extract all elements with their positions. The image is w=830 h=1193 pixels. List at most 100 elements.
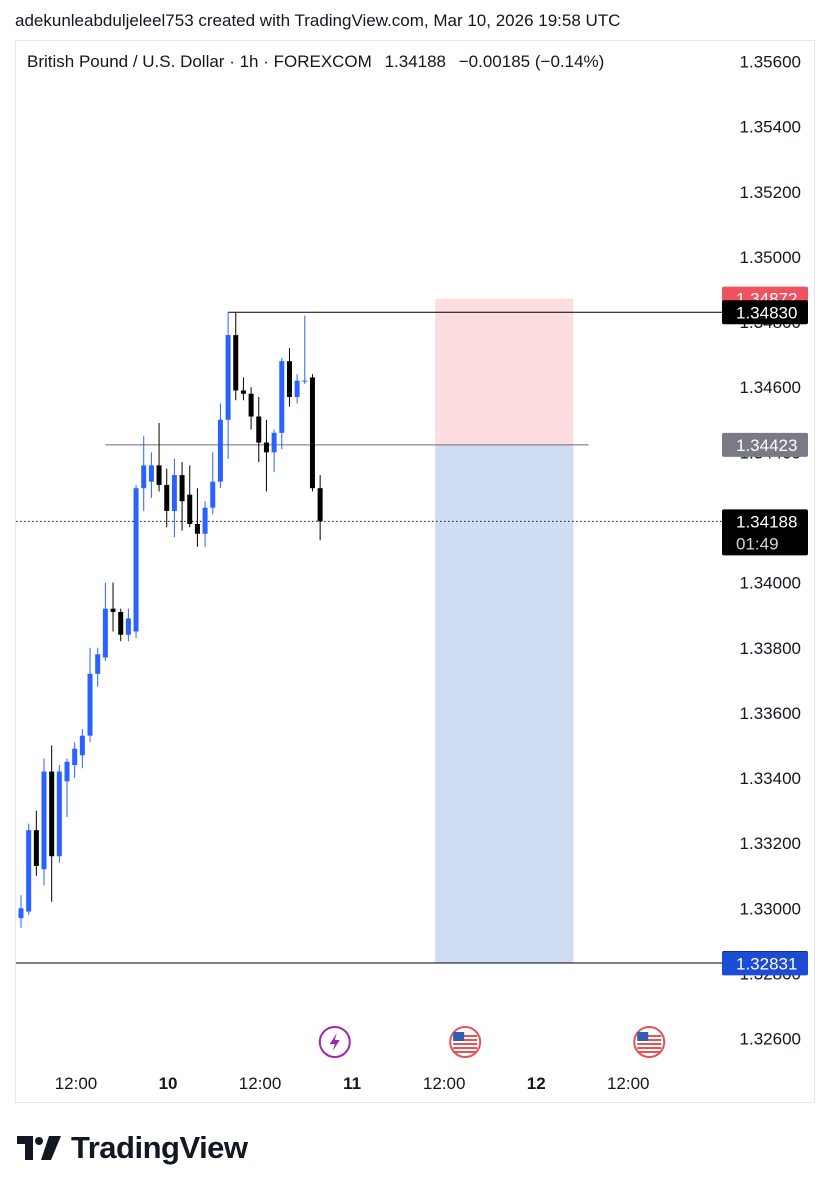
candle	[248, 387, 254, 430]
candle-body	[64, 761, 70, 782]
candle-body	[179, 475, 185, 502]
last-price-label-text: 1.34188	[736, 512, 797, 531]
time-axis[interactable]: 12:00 10 12:00 11 12:00 12 12:00 13	[55, 1074, 730, 1093]
candle-body	[18, 908, 24, 919]
candle-body	[309, 377, 315, 489]
candle-body	[95, 654, 101, 674]
candle-body	[271, 432, 277, 453]
candle-body	[125, 618, 131, 635]
target-price-label-text: 1.32831	[736, 954, 797, 973]
last-price-label-bg	[722, 509, 808, 556]
resistance-price-label: 1.34830	[722, 300, 808, 325]
candle	[317, 475, 323, 541]
candle	[33, 810, 39, 876]
time-tick-label: 12:00	[607, 1074, 650, 1093]
candle	[202, 501, 208, 547]
price-tick-label: 1.33200	[740, 834, 801, 853]
candle-body	[141, 465, 147, 489]
candle	[72, 742, 78, 779]
candle	[56, 765, 62, 863]
candle-body	[248, 393, 254, 417]
candle	[210, 452, 216, 515]
last-price-label: 1.34188 01:49	[722, 509, 808, 556]
time-tick-label: 12:00	[423, 1074, 466, 1093]
symbol-bar[interactable]: British Pound / U.S. Dollar · 1h · FOREX…	[27, 52, 612, 72]
candle	[118, 608, 124, 642]
candle-body	[286, 361, 292, 397]
candle-body	[233, 335, 239, 391]
candle	[79, 729, 85, 769]
candle-body	[187, 494, 193, 524]
candle-body	[56, 771, 62, 857]
tradingview-logo[interactable]: TradingView	[17, 1130, 248, 1166]
stop-loss-zone[interactable]	[435, 298, 574, 445]
last-price: 1.34188	[384, 52, 447, 71]
tradingview-logo-icon	[17, 1136, 61, 1160]
candle-body	[118, 611, 124, 635]
candle-body	[240, 390, 246, 394]
event-icons[interactable]	[318, 1026, 666, 1058]
time-tick-label: 12:00	[55, 1074, 98, 1093]
candle-body	[210, 481, 216, 508]
candle	[171, 458, 177, 538]
price-tick-label: 1.35200	[740, 183, 801, 202]
drawing-lines[interactable]	[16, 311, 722, 964]
candle	[18, 895, 24, 928]
candle-body	[294, 380, 300, 397]
price-tick-label: 1.33600	[740, 704, 801, 723]
candle	[302, 315, 308, 384]
resistance-price-label-text: 1.34830	[736, 303, 797, 322]
price-tick-label: 1.33800	[740, 639, 801, 658]
candle-body	[263, 442, 269, 453]
candle	[187, 465, 193, 528]
candle-body	[317, 488, 323, 522]
flash-event-icon[interactable]	[318, 1026, 351, 1058]
time-tick-label: 13	[711, 1074, 730, 1093]
price-change: −0.00185 (−0.14%)	[458, 52, 605, 71]
price-tick-label: 1.32600	[740, 1030, 801, 1049]
candle	[309, 374, 315, 492]
time-tick-label: 12:00	[239, 1074, 282, 1093]
candle	[279, 357, 285, 450]
candle	[133, 484, 139, 638]
candle-body	[26, 830, 32, 912]
candle-body	[302, 380, 308, 382]
symbol-name[interactable]: British Pound / U.S. Dollar · 1h · FOREX…	[27, 52, 372, 71]
us-flag-event-icon[interactable]	[449, 1026, 482, 1058]
price-tick-label: 1.34600	[740, 378, 801, 397]
candle-body	[87, 673, 93, 736]
position-zones[interactable]	[435, 298, 574, 964]
candle	[156, 423, 162, 492]
candle	[164, 468, 170, 528]
tradingview-wordmark: TradingView	[71, 1130, 248, 1165]
chart-credit: adekunleabduljeleel753 created with Trad…	[15, 11, 621, 30]
time-tick-label: 12	[527, 1074, 546, 1093]
target-price-label: 1.32831	[722, 951, 808, 976]
candle	[102, 582, 108, 661]
candle-body	[110, 608, 116, 612]
us-flag-event-icon-2[interactable]	[633, 1026, 666, 1058]
candle-body	[72, 748, 78, 766]
candle	[64, 758, 70, 818]
take-profit-zone[interactable]	[435, 444, 574, 964]
time-tick-label: 10	[159, 1074, 178, 1093]
candle-body	[133, 488, 139, 632]
candle	[110, 582, 116, 632]
candle-body	[148, 465, 154, 482]
price-tick-label: 1.33000	[740, 899, 801, 918]
candle	[49, 745, 55, 902]
candle-body	[102, 608, 108, 658]
candle-body	[156, 465, 162, 485]
candle-body	[202, 507, 208, 534]
candle	[141, 436, 147, 511]
candle	[233, 312, 239, 401]
candle	[87, 647, 93, 743]
candle-body	[194, 523, 200, 534]
candle-body	[171, 475, 177, 511]
candle	[26, 823, 32, 915]
price-labels: 1.348721.348301.344231.3418801:491.32832…	[722, 286, 808, 976]
chart-frame	[15, 40, 815, 1103]
candle-body	[225, 335, 231, 420]
entry-price-label-bg	[722, 432, 808, 457]
